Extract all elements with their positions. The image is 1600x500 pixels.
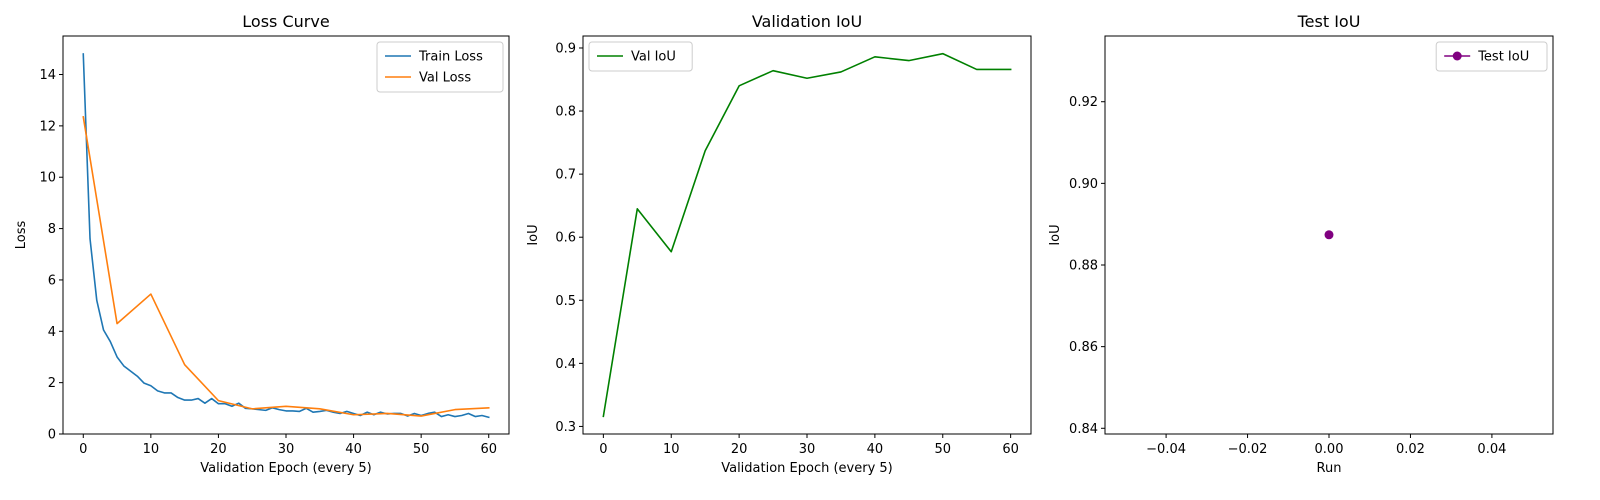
x-tick-label: 0 [599,442,607,457]
legend-box [376,41,504,93]
x-tick-label: 10 [663,442,680,457]
x-tick-label: 20 [731,442,748,457]
y-tick-label: 0.3 [555,420,576,435]
y-tick-label: 0.6 [555,231,576,246]
y-tick-label: 0 [48,428,56,443]
plot-area [82,53,490,419]
x-tick-label: 60 [480,442,497,457]
x-axis-label: Validation Epoch (every 5) [721,461,893,476]
x-tick-label: 0.04 [1477,442,1506,457]
legend-label: Val Loss [419,71,471,86]
chart-panel-2: Validation IoU 0 10 20 30 40 50 60 0.3 0.4 0.5 0.6 0… [526,12,1032,476]
series-line-2 [82,115,490,417]
y-tick-label: 0.8 [555,105,576,120]
x-tick-label: 50 [934,442,951,457]
y-tick-label: 0.88 [1069,259,1098,274]
y-tick-label: 8 [48,222,56,237]
x-tick-label: 30 [799,442,816,457]
data-point [1324,230,1334,240]
y-tick-label: 0.9 [555,41,576,56]
y-tick-label: 0.86 [1069,340,1098,355]
series-line-1 [602,52,1012,418]
x-tick-label: −0.02 [1228,442,1268,457]
y-tick-label: 0.7 [555,168,576,183]
legend-label: Val IoU [631,50,676,65]
x-tick-label: 40 [867,442,884,457]
y-tick-label: 0.5 [555,294,576,309]
legend-box [1435,41,1548,72]
legend-label: Train Loss [418,50,483,65]
y-tick-label: 10 [39,171,56,186]
y-tick-label: 0.90 [1069,177,1098,192]
y-tick-label: 2 [48,376,56,391]
axes-frame [62,35,510,435]
x-axis-label: Validation Epoch (every 5) [200,461,372,476]
chart-title: Loss Curve [242,12,329,31]
x-tick-label: 0 [79,442,87,457]
plot-area [1324,230,1334,240]
legend-box [588,41,693,72]
x-tick-label: 50 [413,442,430,457]
chart-title: Test IoU [1297,12,1361,31]
x-tick-label: 10 [143,442,160,457]
x-axis-label: Run [1317,461,1342,476]
y-tick-label: 4 [48,325,56,340]
legend: Test IoU [1435,41,1548,72]
legend: Val IoU [588,41,693,72]
y-tick-label: 0.92 [1069,95,1098,110]
y-tick-label: 6 [48,273,56,288]
legend: Train Loss Val Loss [376,41,504,93]
series-line-1 [82,53,490,419]
x-tick-label: −0.04 [1146,442,1186,457]
chart-panel-1: Loss Curve 0 10 20 30 40 50 60 0 2 4 6 8 10 12 14 Valida… [14,12,510,476]
x-tick-label: 30 [278,442,295,457]
x-tick-label: 40 [345,442,362,457]
y-axis-label: Loss [14,221,29,250]
x-tick-label: 20 [210,442,227,457]
legend-label: Test IoU [1477,50,1529,65]
axes-frame [582,35,1032,435]
chart-title: Validation IoU [752,12,862,31]
y-axis-label: IoU [526,224,541,245]
chart-panel-3: Test IoU −0.04 −0.02 0.00 0.02 0.04 0.84 0.86 0.… [1048,12,1554,476]
y-tick-label: 14 [39,68,56,83]
y-tick-label: 12 [39,119,56,134]
y-tick-label: 0.4 [555,357,576,372]
legend-marker [1452,51,1462,61]
x-tick-label: 60 [1002,442,1019,457]
x-tick-label: 0.00 [1315,442,1344,457]
y-tick-label: 0.84 [1069,422,1098,437]
y-axis-label: IoU [1048,224,1063,245]
x-tick-label: 0.02 [1396,442,1425,457]
plot-area [602,52,1012,418]
